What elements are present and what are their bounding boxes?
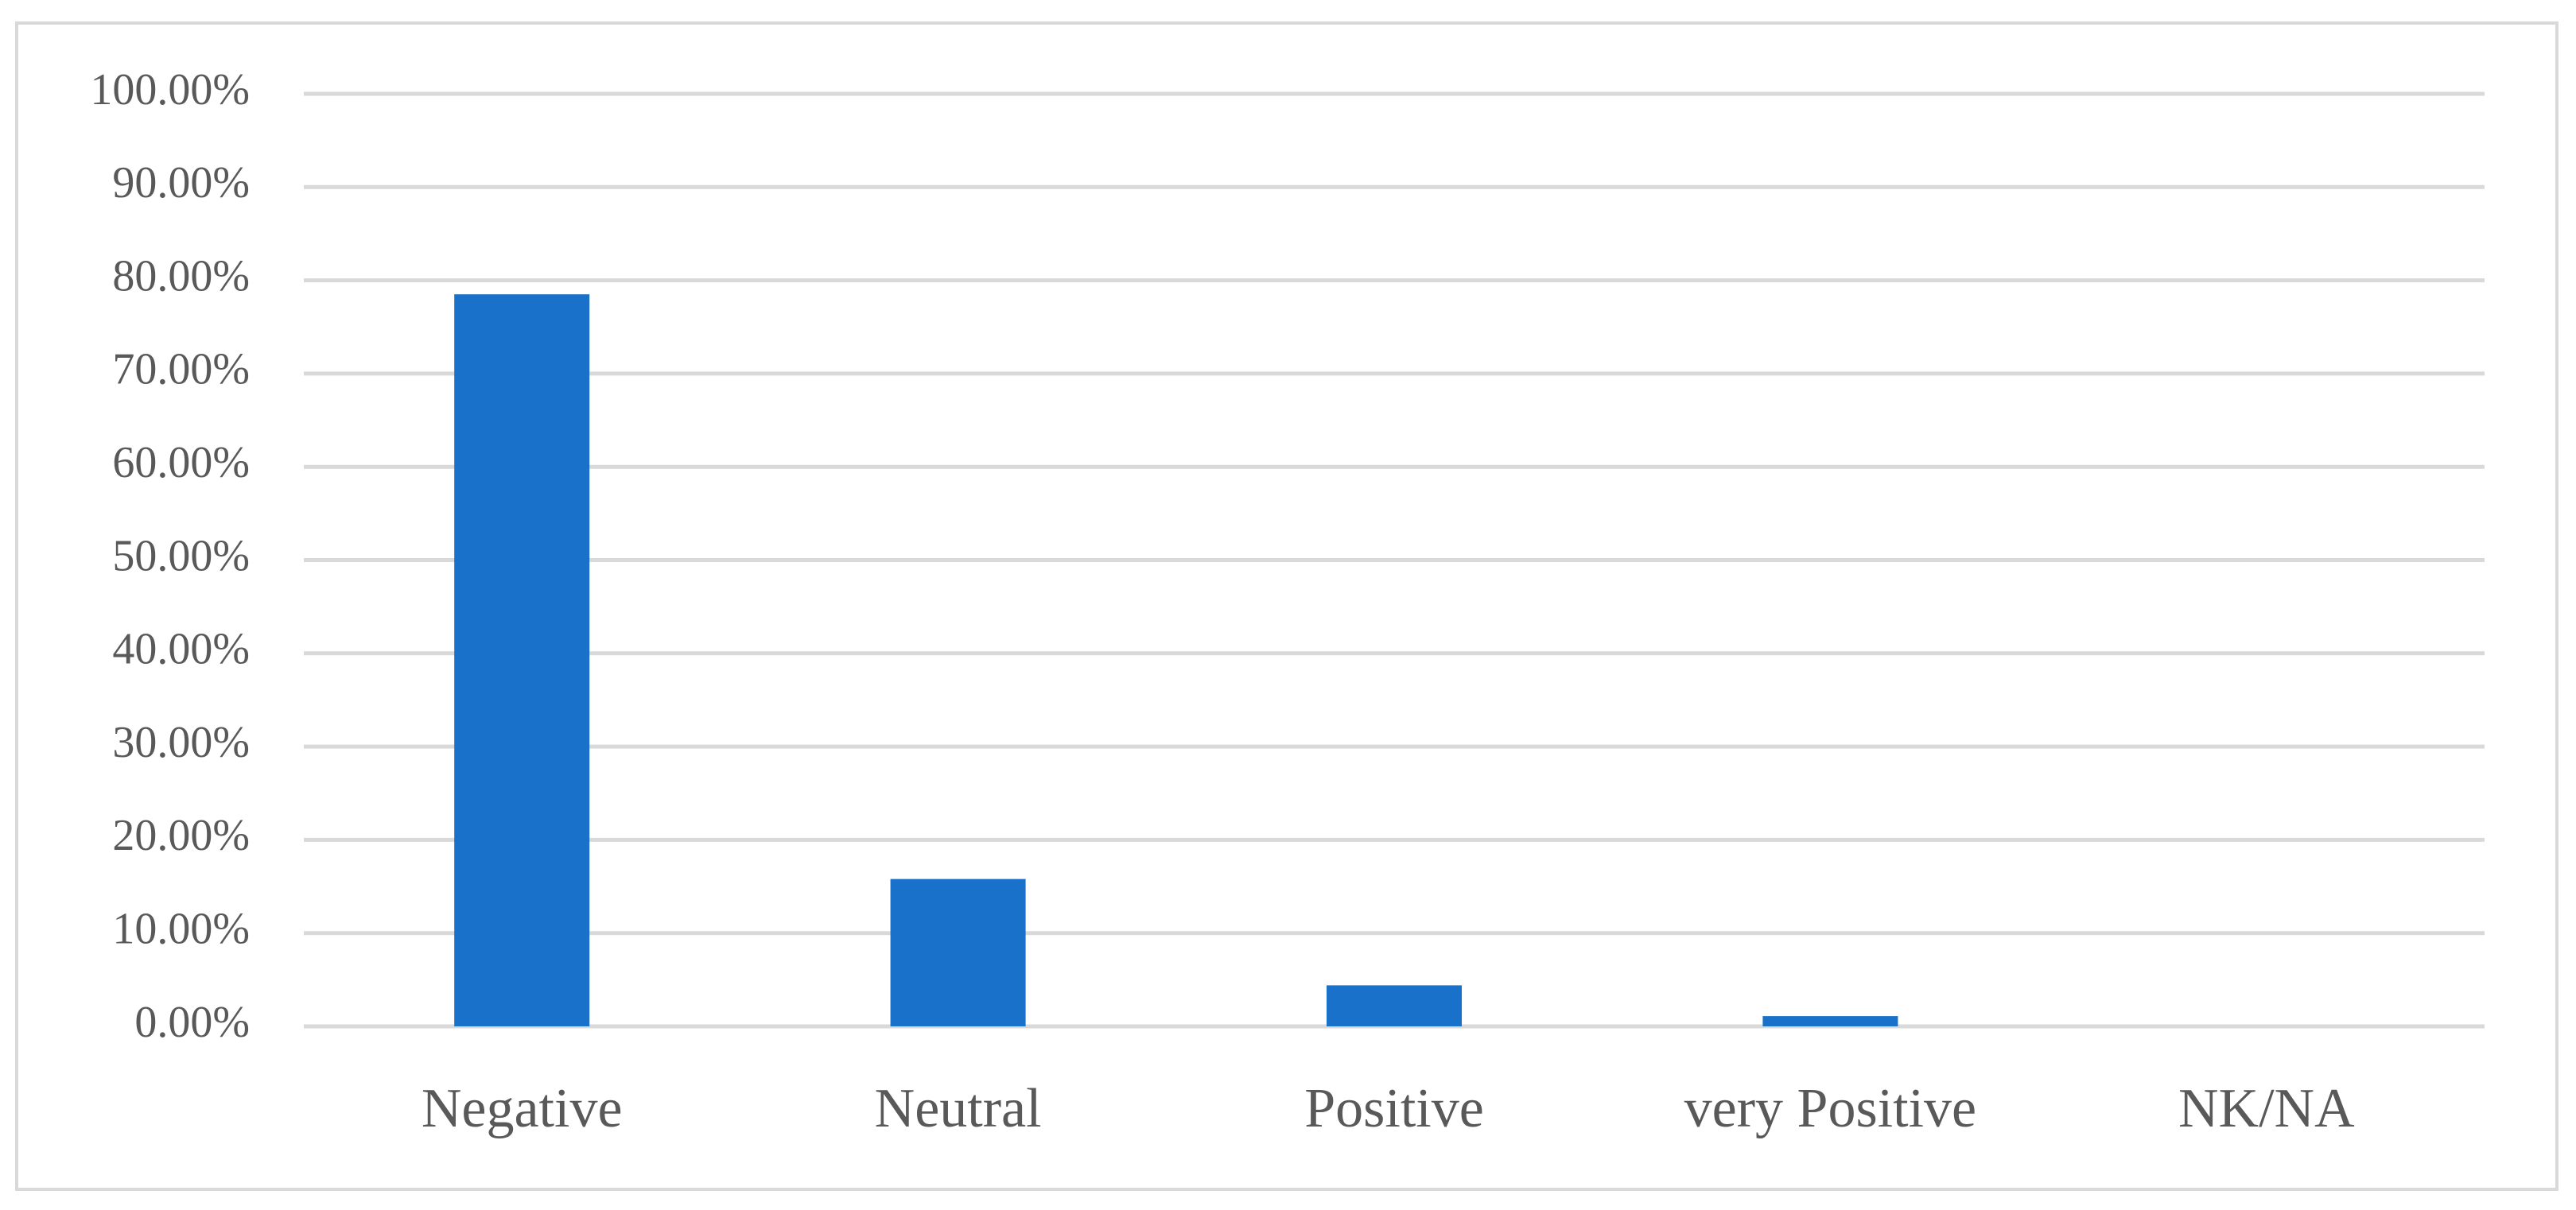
y-tick-label: 80.00% <box>112 251 250 301</box>
y-tick-label: 70.00% <box>112 345 250 394</box>
bar <box>1762 1016 1898 1026</box>
x-tick-label: Negative <box>422 1078 623 1139</box>
x-tick-label: Positive <box>1304 1078 1484 1139</box>
y-tick-label: 0.00% <box>134 998 250 1047</box>
y-tick-label: 40.00% <box>112 625 250 674</box>
y-tick-label: 100.00% <box>90 65 250 114</box>
y-tick-label: 60.00% <box>112 438 250 487</box>
bar <box>1326 985 1463 1026</box>
y-tick-label: 30.00% <box>112 718 250 767</box>
x-tick-label: NK/NA <box>2178 1078 2355 1139</box>
y-tick-label: 10.00% <box>112 905 250 954</box>
bar <box>890 878 1026 1026</box>
chart-border <box>15 21 2559 1191</box>
x-tick-label: very Positive <box>1684 1078 1976 1139</box>
y-tick-label: 90.00% <box>112 158 250 207</box>
y-tick-label: 20.00% <box>112 811 250 860</box>
bar <box>454 294 590 1026</box>
x-tick-label: Neutral <box>875 1078 1042 1139</box>
y-tick-label: 50.00% <box>112 531 250 580</box>
